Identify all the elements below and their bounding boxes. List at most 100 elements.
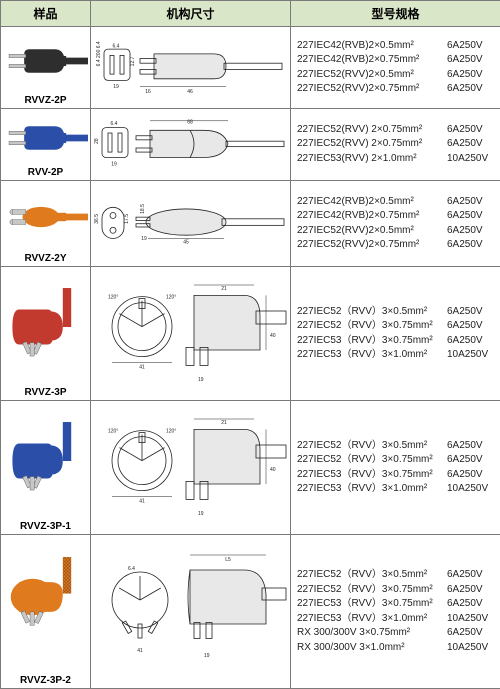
spec-line: 227IEC52(RVV)2×0.75mm²6A250V [297, 238, 494, 253]
spec-code: 227IEC53（RVV）3×1.0mm² [297, 612, 447, 627]
svg-text:17.5: 17.5 [124, 213, 130, 223]
dimension-diagram: 6.4 19 28 68 [94, 114, 288, 176]
spec-code: 227IEC53（RVV）3×0.75mm² [297, 468, 447, 483]
spec-line: 227IEC42(RVB)2×0.5mm²6A250V [297, 39, 494, 54]
spec-line: 227IEC52（RVV）3×0.5mm²6A250V [297, 568, 494, 583]
spec-line: 227IEC52（RVV）3×0.75mm²6A250V [297, 583, 494, 598]
spec-rating: 6A250V [447, 453, 483, 468]
spec-rating: 6A250V [447, 597, 483, 612]
svg-text:41: 41 [139, 364, 145, 370]
spec-code: 227IEC53（RVV）3×0.75mm² [297, 597, 447, 612]
spec-code: 227IEC52（RVV）3×0.75mm² [297, 453, 447, 468]
spec-code: 227IEC52(RVV) 2×0.75mm² [297, 137, 447, 152]
spec-code: 227IEC42(RVB)2×0.5mm² [297, 195, 447, 210]
spec-code: 227IEC52(RVV)2×0.75mm² [297, 82, 447, 97]
svg-text:40: 40 [270, 333, 276, 339]
spec-rating: 6A250V [447, 137, 483, 152]
spec-rating: 6A250V [447, 334, 483, 349]
spec-rating: 10A250V [447, 348, 488, 363]
dimension-cell: 120° 120° 41 21 19 40 [91, 267, 291, 401]
spec-rating: 10A250V [447, 482, 488, 497]
spec-line: 227IEC53（RVV）3×0.75mm²6A250V [297, 334, 494, 349]
spec-rating: 6A250V [447, 209, 483, 224]
spec-code: 227IEC42(RVB)2×0.5mm² [297, 39, 447, 54]
header-spec: 型号规格 [291, 1, 500, 27]
plug-icon [4, 537, 88, 673]
spec-line: 227IEC42(RVB)2×0.75mm²6A250V [297, 209, 494, 224]
spec-line: 227IEC52(RVV)2×0.5mm²6A250V [297, 68, 494, 83]
spec-code: 227IEC42(RVB)2×0.75mm² [297, 209, 447, 224]
spec-code: 227IEC52（RVV）3×0.75mm² [297, 319, 447, 334]
header-row: 样品 机构尺寸 型号规格 [1, 1, 500, 27]
spec-rating: 6A250V [447, 123, 483, 138]
plug-icon [4, 29, 88, 93]
spec-rating: 6A250V [447, 68, 483, 83]
sample-label: RVVZ-2P [3, 93, 88, 106]
spec-code: 227IEC52（RVV）3×0.5mm² [297, 439, 447, 454]
plug-icon [4, 269, 88, 385]
sample-label: RVVZ-2Y [3, 251, 88, 264]
spec-code: 227IEC52(RVV)2×0.5mm² [297, 68, 447, 83]
spec-cell: 227IEC42(RVB)2×0.5mm²6A250V227IEC42(RVB)… [291, 181, 500, 267]
spec-line: 227IEC52（RVV）3×0.5mm²6A250V [297, 305, 494, 320]
spec-line: 227IEC52(RVV) 2×0.75mm²6A250V [297, 137, 494, 152]
spec-code: 227IEC52(RVV) 2×0.75mm² [297, 123, 447, 138]
sample-label: RVVZ-3P-1 [3, 519, 88, 532]
svg-text:21: 21 [221, 286, 227, 292]
spec-line: RX 300/300V 3×1.0mm²10A250V [297, 641, 494, 656]
sample-label: RVVZ-3P [3, 385, 88, 398]
spec-code: 227IEC52（RVV）3×0.75mm² [297, 583, 447, 598]
spec-line: 227IEC52(RVV)2×0.5mm²6A250V [297, 224, 494, 239]
dimension-cell: 120° 120° 41 21 19 40 [91, 401, 291, 535]
spec-line: 227IEC53（RVV）3×0.75mm²6A250V [297, 597, 494, 612]
spec-rating: 6A250V [447, 53, 483, 68]
dimension-diagram: 36.5 17.5 19 18.5 45 [94, 186, 288, 262]
svg-text:36.5: 36.5 [94, 213, 100, 223]
spec-line: 227IEC42(RVB)2×0.5mm²6A250V [297, 195, 494, 210]
dimension-diagram: 120° 120° 41 21 19 40 [94, 406, 288, 530]
spec-cell: 227IEC52（RVV）3×0.5mm²6A250V227IEC52（RVV）… [291, 535, 500, 689]
spec-code: 227IEC52（RVV）3×0.5mm² [297, 305, 447, 320]
svg-text:40: 40 [270, 467, 276, 473]
spec-code: 227IEC53（RVV）3×1.0mm² [297, 348, 447, 363]
svg-text:46: 46 [187, 88, 193, 94]
svg-text:41: 41 [137, 648, 143, 654]
spec-cell: 227IEC42(RVB)2×0.5mm²6A250V227IEC42(RVB)… [291, 27, 500, 109]
table-row: RVVZ-3P 120° 120° 41 21 19 40 227IEC52（R… [1, 267, 500, 401]
table-row: RVVZ-3P-1 120° 120° 41 21 19 40 227IEC52… [1, 401, 500, 535]
dimension-cell: 41 6.4 L5 19 [91, 535, 291, 689]
spec-line: 227IEC52（RVV）3×0.75mm²6A250V [297, 319, 494, 334]
spec-rating: 10A250V [447, 641, 488, 656]
header-dimensions: 机构尺寸 [91, 1, 291, 27]
spec-code: 227IEC53（RVV）3×0.75mm² [297, 334, 447, 349]
spec-line: 227IEC53（RVV）3×1.0mm²10A250V [297, 482, 494, 497]
spec-rating: 6A250V [447, 39, 483, 54]
svg-text:45: 45 [183, 239, 189, 245]
spec-rating: 6A250V [447, 583, 483, 598]
dimension-cell: 6.4 19 28 68 [91, 109, 291, 181]
plug-icon [4, 111, 88, 165]
sample-cell: RVVZ-3P-1 [1, 401, 91, 535]
spec-rating: 6A250V [447, 626, 483, 641]
dimension-cell: 36.5 17.5 19 18.5 45 [91, 181, 291, 267]
spec-rating: 10A250V [447, 152, 488, 167]
table-row: RVV-2P 6.4 19 28 68 227IEC52(RVV) 2×0.75… [1, 109, 500, 181]
spec-cell: 227IEC52(RVV) 2×0.75mm²6A250V227IEC52(RV… [291, 109, 500, 181]
svg-text:19: 19 [198, 511, 204, 517]
dimension-cell: 6.4 19 6.4 200 6.4 12.7 16 46 [91, 27, 291, 109]
spec-line: 227IEC52(RVV)2×0.75mm²6A250V [297, 82, 494, 97]
spec-code: 227IEC53(RVV) 2×1.0mm² [297, 152, 447, 167]
spec-cell: 227IEC52（RVV）3×0.5mm²6A250V227IEC52（RVV）… [291, 267, 500, 401]
svg-text:28: 28 [94, 138, 100, 144]
spec-rating: 6A250V [447, 319, 483, 334]
spec-line: 227IEC52(RVV) 2×0.75mm²6A250V [297, 123, 494, 138]
sample-cell: RVVZ-3P-2 [1, 535, 91, 689]
svg-text:6.4: 6.4 [110, 120, 117, 126]
spec-line: 227IEC53（RVV）3×1.0mm²10A250V [297, 348, 494, 363]
spec-line: 227IEC52（RVV）3×0.5mm²6A250V [297, 439, 494, 454]
svg-text:12.7: 12.7 [130, 56, 136, 66]
table-row: RVVZ-3P-2 41 6.4 L5 19 227IEC52（RVV）3×0.… [1, 535, 500, 689]
svg-text:19: 19 [111, 161, 117, 167]
spec-line: 227IEC53(RVV) 2×1.0mm²10A250V [297, 152, 494, 167]
spec-code: 227IEC52(RVV)2×0.5mm² [297, 224, 447, 239]
